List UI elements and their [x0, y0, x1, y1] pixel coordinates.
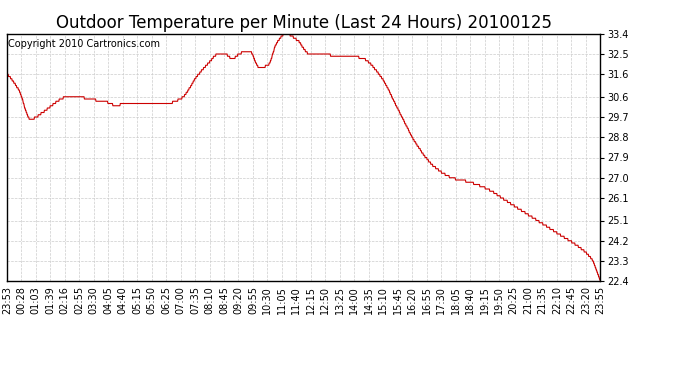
Title: Outdoor Temperature per Minute (Last 24 Hours) 20100125: Outdoor Temperature per Minute (Last 24 …: [56, 14, 551, 32]
Text: Copyright 2010 Cartronics.com: Copyright 2010 Cartronics.com: [8, 39, 160, 49]
